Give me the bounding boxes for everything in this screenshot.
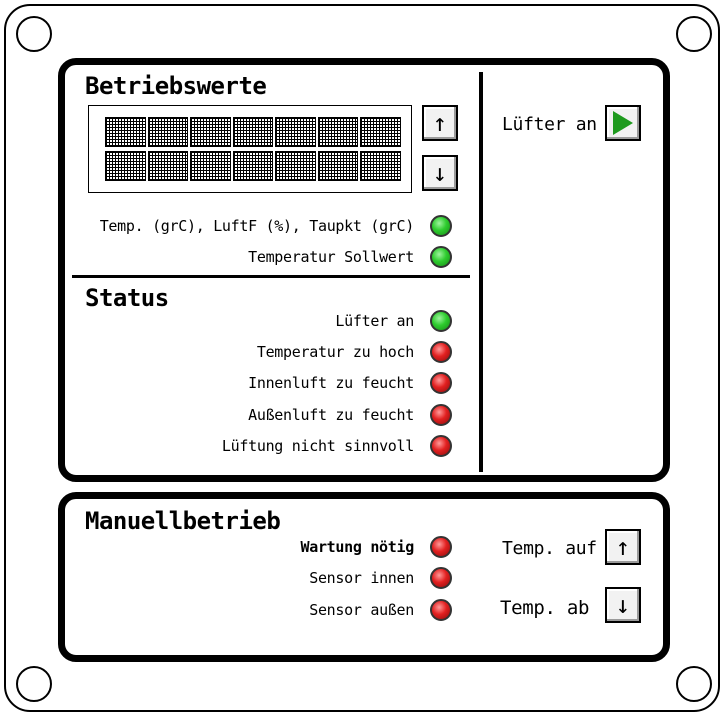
led-wartung (430, 536, 452, 558)
led-sollwert (430, 246, 452, 268)
mounting-hole-top-left (16, 16, 52, 52)
temp-up-button[interactable]: ↑ (605, 529, 641, 565)
panel-divider-vertical (479, 72, 483, 472)
status-label-ventilation: Lüftung nicht sinnvoll (221, 437, 414, 455)
betriebswerte-title: Betriebswerte (85, 72, 267, 100)
led-betriebswerte (430, 215, 452, 237)
mounting-hole-bottom-left (16, 666, 52, 702)
panel-divider-horizontal (72, 275, 470, 278)
indicator-label-betriebswerte: Temp. (grC), LuftF (%), Taupkt (grC) (99, 217, 415, 235)
indicator-label-sollwert: Temperatur Sollwert (248, 248, 414, 266)
lcd-row-2 (105, 151, 402, 181)
label-wartung: Wartung nötig (300, 538, 414, 556)
led-status-temp-high (430, 341, 452, 363)
temp-down-label: Temp. ab (500, 597, 590, 619)
arrow-down-icon: ↓ (432, 159, 448, 187)
arrow-up-icon: ↑ (432, 109, 448, 137)
play-icon (613, 111, 633, 135)
fan-start-button[interactable] (605, 105, 641, 141)
status-title: Status (85, 284, 169, 312)
led-status-outside-humid (430, 404, 452, 426)
mounting-hole-bottom-right (676, 666, 712, 702)
status-label-inside-humid: Innenluft zu feucht (248, 374, 414, 392)
arrow-up-icon: ↑ (615, 533, 631, 561)
label-sensor-innen: Sensor innen (309, 569, 414, 587)
display-up-button[interactable]: ↑ (422, 105, 458, 141)
lcd-row-1 (105, 117, 402, 147)
led-status-inside-humid (430, 372, 452, 394)
status-label-fan: Lüfter an (335, 312, 414, 330)
status-label-temp-high: Temperatur zu hoch (256, 343, 414, 361)
fan-label: Lüfter an (502, 114, 597, 135)
display-down-button[interactable]: ↓ (422, 155, 458, 191)
mounting-hole-top-right (676, 16, 712, 52)
manual-panel (58, 492, 670, 662)
lcd-display (88, 105, 412, 193)
led-status-fan (430, 310, 452, 332)
led-sensor-aussen (430, 599, 452, 621)
temp-down-button[interactable]: ↓ (605, 587, 641, 623)
led-status-ventilation (430, 435, 452, 457)
temp-up-label: Temp. auf (502, 538, 597, 559)
arrow-down-icon: ↓ (615, 591, 631, 619)
status-label-outside-humid: Außenluft zu feucht (248, 406, 414, 424)
led-sensor-innen (430, 567, 452, 589)
manuell-title: Manuellbetrieb (85, 507, 281, 535)
label-sensor-aussen: Sensor außen (309, 601, 414, 619)
